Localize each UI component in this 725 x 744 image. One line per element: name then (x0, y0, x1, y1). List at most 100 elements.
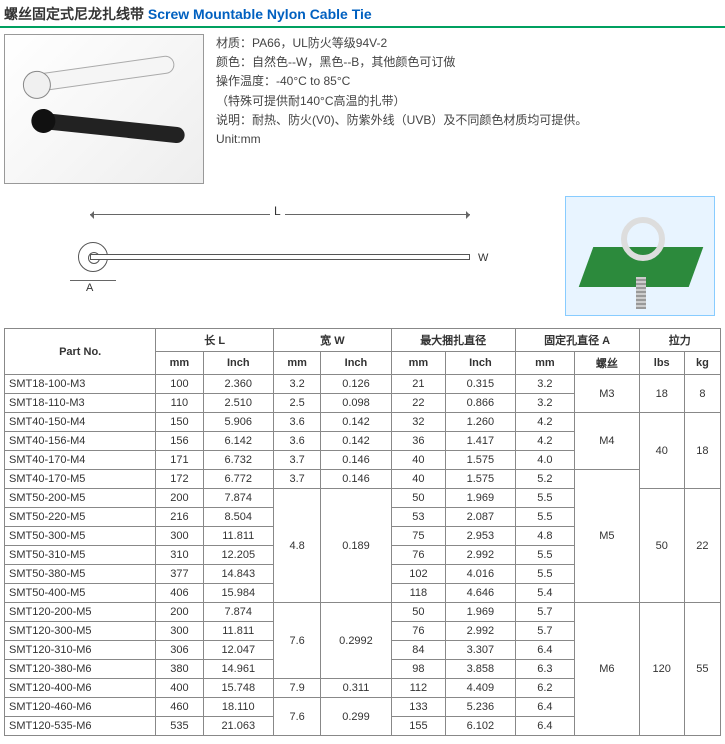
sub-inch: Inch (321, 352, 392, 375)
cell: 171 (156, 451, 203, 470)
table-header-row: Part No. 长 L 宽 W 最大捆扎直径 固定孔直径 A 拉力 (5, 329, 721, 352)
sub-kg: kg (684, 352, 720, 375)
cell-screw: M3 (575, 375, 640, 413)
cell: 200 (156, 603, 203, 622)
table-row: SMT40-150-M4 1505.906 3.60.142 321.260 4… (5, 413, 721, 432)
cell: 76 (391, 622, 445, 641)
cell: 3.2 (515, 375, 574, 394)
cell: 118 (391, 584, 445, 603)
cell: 2.087 (446, 508, 516, 527)
cell-pn: SMT120-380-M6 (5, 660, 156, 679)
cell: 0.098 (321, 394, 392, 413)
cell: 0.126 (321, 375, 392, 394)
col-hole: 固定孔直径 A (515, 329, 639, 352)
cell-screw: M6 (575, 603, 640, 736)
cell: 102 (391, 565, 445, 584)
cell: 18.110 (203, 698, 274, 717)
page-title: 螺丝固定式尼龙扎线带 Screw Mountable Nylon Cable T… (0, 0, 725, 28)
cell: 535 (156, 717, 203, 736)
cell: 0.299 (321, 698, 392, 736)
dimension-W-label: W (478, 252, 488, 264)
cell-pn: SMT120-200-M5 (5, 603, 156, 622)
cell: 172 (156, 470, 203, 489)
cell: 7.874 (203, 489, 274, 508)
cell: 100 (156, 375, 203, 394)
cell: 32 (391, 413, 445, 432)
desc-line: 操作温度：-40°C to 85°C (216, 72, 587, 91)
cell: 7.874 (203, 603, 274, 622)
cell-pn: SMT50-220-M5 (5, 508, 156, 527)
cell: 0.146 (321, 470, 392, 489)
cell: 5.5 (515, 508, 574, 527)
cell: 12.205 (203, 546, 274, 565)
cell: 0.866 (446, 394, 516, 413)
cell: 21 (391, 375, 445, 394)
col-W: 宽 W (274, 329, 392, 352)
cell: 75 (391, 527, 445, 546)
cell: 1.969 (446, 603, 516, 622)
cell: 216 (156, 508, 203, 527)
sub-screw: 螺丝 (575, 352, 640, 375)
cell: 110 (156, 394, 203, 413)
cell-lbs: 40 (639, 413, 684, 489)
cell: 5.7 (515, 603, 574, 622)
cell-lbs: 18 (639, 375, 684, 413)
cell: 112 (391, 679, 445, 698)
diagram-row: L A W (0, 190, 725, 328)
cell: 3.7 (274, 451, 321, 470)
table-row: SMT18-100-M3 1002.360 3.20.126 210.315 3… (5, 375, 721, 394)
sub-lbs: lbs (639, 352, 684, 375)
cell: 4.2 (515, 432, 574, 451)
title-en: Screw Mountable Nylon Cable Tie (148, 6, 372, 22)
cell-pn: SMT40-170-M4 (5, 451, 156, 470)
screw-icon (636, 277, 646, 309)
cell: 3.307 (446, 641, 516, 660)
desc-line: （特殊可提供耐140°C高温的扎带） (216, 92, 587, 111)
cell: 11.811 (203, 622, 274, 641)
cell-screw: M4 (575, 413, 640, 470)
cell: 155 (391, 717, 445, 736)
sub-mm: mm (515, 352, 574, 375)
cell: 300 (156, 622, 203, 641)
cell: 0.311 (321, 679, 392, 698)
intro-row: 材质：PA66，UL防火等级94V-2 颜色：自然色--W，黑色--B，其他颜色… (0, 28, 725, 190)
cell: 14.843 (203, 565, 274, 584)
cell: 5.2 (515, 470, 574, 489)
cell: 6.4 (515, 641, 574, 660)
cell: 1.417 (446, 432, 516, 451)
cell-pn: SMT120-310-M6 (5, 641, 156, 660)
cell: 6.3 (515, 660, 574, 679)
cell: 14.961 (203, 660, 274, 679)
cell-pn: SMT120-535-M6 (5, 717, 156, 736)
cell-pn: SMT40-156-M4 (5, 432, 156, 451)
desc-line: 颜色：自然色--W，黑色--B，其他颜色可订做 (216, 53, 587, 72)
cell: 50 (391, 603, 445, 622)
cell-pn: SMT18-100-M3 (5, 375, 156, 394)
cell: 5.5 (515, 546, 574, 565)
col-tensile: 拉力 (639, 329, 720, 352)
spec-table-wrap: Part No. 长 L 宽 W 最大捆扎直径 固定孔直径 A 拉力 mm In… (0, 328, 725, 744)
cell: 406 (156, 584, 203, 603)
desc-line: 说明：耐热、防火(V0)、防紫外线（UVB）及不同颜色材质均可提供。 (216, 111, 587, 130)
cell: 76 (391, 546, 445, 565)
product-photo (4, 34, 204, 184)
tie-white-icon (24, 55, 175, 94)
cell: 15.748 (203, 679, 274, 698)
cell: 11.811 (203, 527, 274, 546)
cell-pn: SMT120-460-M6 (5, 698, 156, 717)
sub-inch: Inch (446, 352, 516, 375)
col-L: 长 L (156, 329, 274, 352)
cell-screw: M5 (575, 470, 640, 603)
col-bundle: 最大捆扎直径 (391, 329, 515, 352)
tie-black-icon (35, 112, 186, 144)
cell: 200 (156, 489, 203, 508)
cell-pn: SMT50-380-M5 (5, 565, 156, 584)
table-row: SMT120-200-M5 2007.874 7.6 0.2992 501.96… (5, 603, 721, 622)
sub-mm: mm (156, 352, 203, 375)
cell: 2.992 (446, 546, 516, 565)
cell: 40 (391, 451, 445, 470)
dimension-L-label: L (270, 204, 285, 218)
cell: 7.9 (274, 679, 321, 698)
cell: 5.5 (515, 565, 574, 584)
col-partno: Part No. (5, 329, 156, 375)
